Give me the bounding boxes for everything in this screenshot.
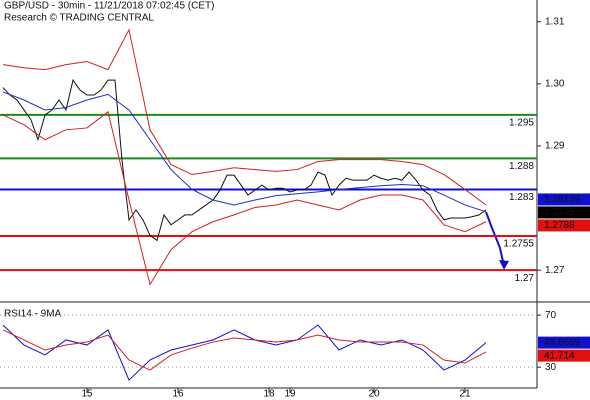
series-line: [2, 28, 487, 206]
price-tag: [538, 219, 590, 232]
series-line: [2, 78, 487, 242]
y-tick-label: 1.27: [545, 265, 565, 276]
chart-title: GBP/USD - 30min - 11/21/2018 07:02:45 (C…: [4, 1, 214, 12]
price-tag: [538, 206, 590, 219]
chart-subtitle: Research © TRADING CENTRAL: [4, 13, 154, 24]
series-line: [2, 91, 487, 213]
price-tag-label: 1.2795: [544, 207, 575, 218]
level-label: 1.283: [509, 192, 534, 203]
y-tick-label: 1.29: [545, 141, 565, 152]
rsi-title: RSI14 - 9MA: [4, 309, 62, 320]
price-tag: [538, 193, 590, 206]
forecast-arrow-head: [499, 260, 509, 270]
x-tick-label: 16: [172, 389, 184, 400]
x-tick-label: 21: [459, 389, 471, 400]
x-tick-label: 20: [368, 389, 380, 400]
level-label: 1.27: [515, 273, 535, 284]
price-tag-label: 41.714: [544, 350, 575, 361]
level-label: 1.288: [509, 161, 534, 172]
y-tick-label: 1.31: [545, 16, 565, 27]
price-tag-label: 1.2788: [544, 220, 575, 231]
price-tag-label: 48.8669: [544, 337, 581, 348]
series-line: [2, 329, 487, 371]
price-tag: [538, 349, 590, 362]
series-line: [2, 110, 487, 286]
price-tag-label: 1.28139: [544, 194, 581, 205]
x-tick-label: 19: [284, 389, 296, 400]
level-label: 1.2755: [503, 239, 534, 250]
series-line: [2, 324, 487, 381]
y-tick-label: 70: [545, 310, 557, 321]
y-tick-label: 30: [545, 362, 557, 373]
y-tick-label: 1.30: [545, 78, 565, 89]
x-tick-label: 18: [263, 389, 275, 400]
price-tag: [538, 336, 590, 349]
level-label: 1.295: [509, 118, 534, 129]
forecast-arrow: [485, 211, 505, 267]
x-tick-label: 15: [81, 389, 93, 400]
